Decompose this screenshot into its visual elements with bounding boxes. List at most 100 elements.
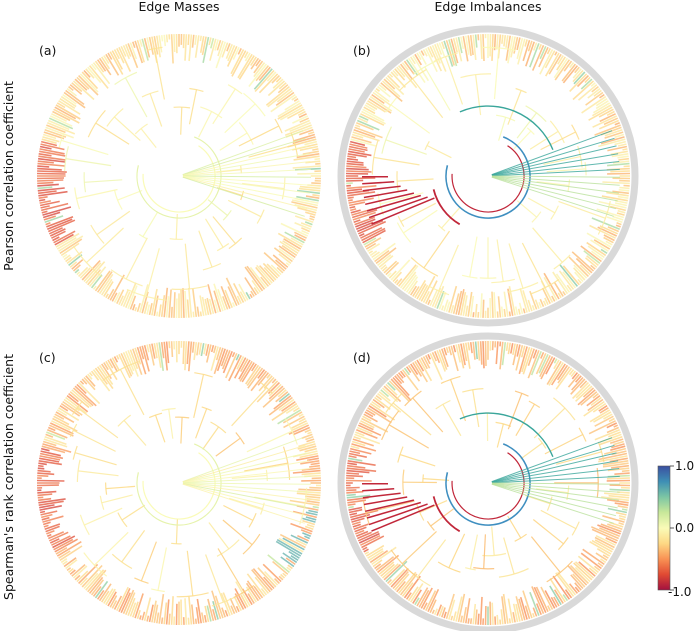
tree-leaf-edge — [538, 353, 549, 374]
tree-leaf-edge — [600, 248, 608, 254]
tree-leaf-edge — [507, 598, 514, 623]
tree-stem — [503, 537, 515, 575]
tree-leaf-edge — [496, 614, 499, 625]
tree-leaf-edge — [502, 593, 509, 624]
tree-leaf-edge — [516, 344, 521, 357]
tree-leaf-edge — [362, 546, 368, 551]
tree-leaf-edge — [609, 438, 624, 445]
tree-leaf-edge — [603, 236, 614, 244]
tree-leaf-edge — [191, 604, 195, 625]
tree-leaf-edge — [609, 488, 630, 492]
tree-leaf-edge — [412, 55, 430, 82]
tree-leaf-edge — [158, 304, 162, 317]
tree-leaf-edge — [568, 369, 575, 376]
tree-leaf-edge — [192, 311, 195, 318]
tree-leaf-edge — [184, 341, 188, 371]
tree-leaf-edge — [305, 436, 314, 441]
tree-leaf-edge — [558, 270, 575, 290]
tree-leaf-edge — [65, 559, 78, 570]
tree-leaf-edge — [418, 284, 429, 301]
tree-leaf-edge — [434, 285, 445, 309]
tree-leaf-edge — [221, 42, 229, 58]
tree-leaf-edge — [365, 102, 378, 110]
tree-leaf-edge — [309, 217, 315, 221]
tree-leaf-edge — [255, 266, 271, 286]
tree-leaf-edge — [482, 341, 485, 369]
tree-leaf-edge — [182, 341, 185, 365]
tree-clade-arc — [525, 105, 547, 123]
tree-leaf-edge — [450, 345, 459, 372]
tree-leaf-edge — [383, 564, 402, 581]
tree-leaf-edge — [396, 373, 405, 384]
tree-root-branch — [182, 483, 308, 517]
tree-leaf-edge — [122, 291, 131, 308]
tree-leaf-edge — [572, 80, 595, 101]
tree-leaf-edge — [574, 375, 582, 383]
tree-leaf-edge — [290, 422, 309, 432]
tree-leaf-edge — [414, 53, 422, 66]
tree-leaf-edge — [505, 342, 509, 352]
tree-leaf-edge — [163, 602, 168, 625]
tree-clade-arc — [216, 243, 230, 252]
tree-leaf-edge — [214, 39, 219, 51]
tree-leaf-edge — [301, 433, 313, 440]
tree-leaf-edge — [37, 490, 57, 494]
tree-leaf-edge — [68, 85, 74, 92]
tree-leaf-edge — [278, 537, 304, 553]
tree-leaf-edge — [372, 91, 392, 107]
tree-leaf-edge — [557, 55, 564, 65]
tree-stem — [422, 478, 450, 481]
tree-leaf-edge — [356, 531, 372, 540]
tree-root-branch — [491, 176, 617, 210]
tree-leaf-edge — [39, 452, 64, 460]
tree-leaf-edge — [40, 450, 61, 457]
tree-leaf-edge — [58, 407, 80, 421]
tree-leaf-edge — [253, 287, 260, 295]
tree-leaf-edge — [300, 529, 312, 535]
tree-leaf-edge — [120, 352, 133, 377]
tree-highlight-red-branch — [362, 185, 401, 192]
tree-leaf-edge — [354, 216, 375, 226]
tree-leaf-edge — [213, 345, 217, 354]
tree-leaf-edge — [296, 153, 320, 159]
tree-leaf-edge — [55, 547, 68, 555]
tree-leaf-edge — [479, 596, 483, 625]
tree-leaf-edge — [87, 269, 102, 286]
tree-leaf-edge — [543, 277, 558, 301]
tree-stem — [475, 74, 482, 116]
tree-leaf-edge — [139, 284, 149, 313]
tree-leaf-edge — [441, 607, 446, 618]
tree-leaf-edge — [420, 275, 436, 302]
tree-clade-arc — [526, 127, 535, 135]
tree-leaf-edge — [51, 230, 66, 239]
tree-leaf-edge — [85, 261, 106, 284]
tree-root-branch — [491, 460, 619, 483]
tree-leaf-edge — [63, 557, 77, 568]
tree-leaf-edge — [63, 254, 71, 261]
tree-leaf-edge — [221, 350, 231, 370]
tree-leaf-edge — [592, 102, 611, 114]
tree-leaf-edge — [238, 283, 249, 301]
tree-clade-arc — [491, 278, 515, 284]
tree-leaf-edge — [191, 341, 195, 353]
tree-leaf-edge — [244, 277, 257, 296]
tree-root-branch — [491, 175, 620, 186]
tree-stem — [442, 404, 462, 437]
tree-leaf-edge — [353, 219, 361, 223]
tree-leaf-edge — [482, 299, 485, 318]
tree-leaf-edge — [278, 245, 296, 259]
tree-leaf-edge — [572, 68, 582, 79]
tree-leaf-edge — [79, 577, 88, 586]
tree-leaf-edge — [568, 583, 579, 594]
tree-leaf-edge — [139, 615, 142, 620]
tree-leaf-edge — [148, 303, 153, 316]
tree-root-branch — [182, 168, 311, 177]
tree-leaf-edge — [588, 106, 613, 121]
tree-leaf-edge — [589, 541, 612, 555]
tree-leaf-edge — [305, 511, 318, 516]
tree-leaf-edge — [289, 122, 312, 133]
tree-leaf-edge — [38, 462, 47, 466]
tree-leaf-edge — [538, 46, 549, 68]
tree-leaf-edge — [134, 593, 144, 619]
tree-leaf-edge — [479, 293, 483, 318]
